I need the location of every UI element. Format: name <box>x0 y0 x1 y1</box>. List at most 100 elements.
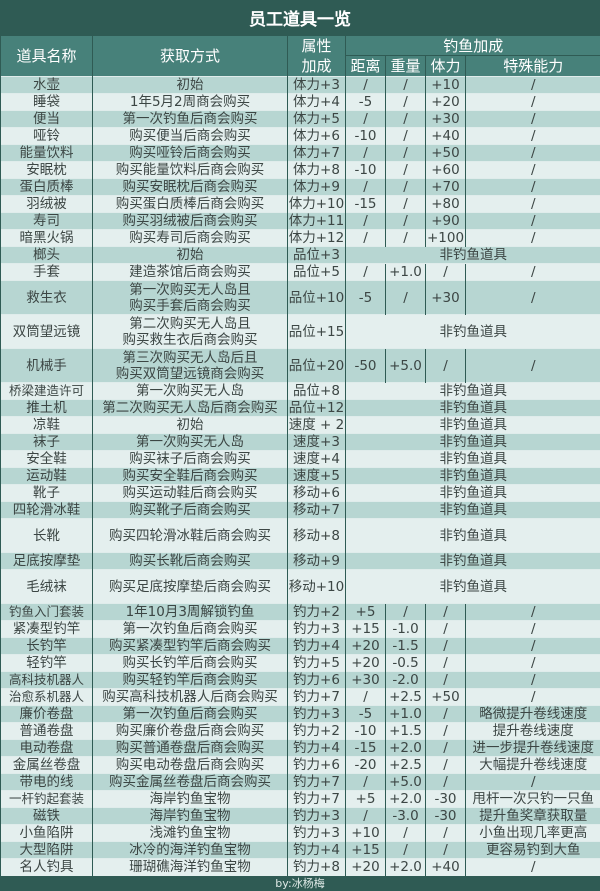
acquire-method: 第一次购买无人岛 <box>93 383 288 400</box>
acquire-method: 购买高科技机器人后商会购买 <box>93 689 288 706</box>
distance-value: / <box>346 213 386 230</box>
weight-value: +2.0 <box>386 859 426 876</box>
stamina-value: +50 <box>426 145 466 162</box>
stamina-value: / <box>426 672 466 689</box>
table-row: 安眠枕购买能量饮料后商会购买体力+8-10/+60/ <box>1 162 600 179</box>
acquire-method: 第一次钓鱼后商会购买 <box>93 621 288 638</box>
item-name: 桥梁建造许可 <box>1 383 93 400</box>
special-ability: / <box>466 77 600 94</box>
special-ability: / <box>466 672 600 689</box>
acquire-method: 购买长钓竿后商会购买 <box>93 655 288 672</box>
attribute-bonus: 体力+6 <box>288 128 346 145</box>
attribute-bonus: 体力+8 <box>288 162 346 179</box>
acquire-method-line: 购买四轮滑冰鞋后商会购买 <box>93 528 287 544</box>
non-fishing-label: 非钓鱼道具 <box>346 315 600 349</box>
distance-value: +15 <box>346 621 386 638</box>
stamina-value: / <box>426 757 466 774</box>
acquire-method-line: 冰冷的海洋钓鱼宝物 <box>93 842 287 858</box>
acquire-method-line: 第三次购买无人岛后且 <box>93 350 287 366</box>
distance-value: +15 <box>346 842 386 859</box>
weight-value: -1.5 <box>386 638 426 655</box>
acquire-method-line: 第一次购买无人岛 <box>93 434 287 450</box>
attribute-bonus: 钓力+3 <box>288 808 346 825</box>
attribute-bonus: 品位+12 <box>288 400 346 417</box>
attribute-bonus: 体力+9 <box>288 179 346 196</box>
acquire-method: 购买紧凑型钓竿后商会购买 <box>93 638 288 655</box>
item-name: 安眠枕 <box>1 162 93 179</box>
distance-value: / <box>346 145 386 162</box>
acquire-method: 第二次购买无人岛后商会购买 <box>93 400 288 417</box>
acquire-method-line: 海岸钓鱼宝物 <box>93 791 287 807</box>
acquire-method: 购买靴子后商会购买 <box>93 502 288 519</box>
weight-value: / <box>386 230 426 247</box>
items-table: 道具名称 获取方式 属性加成 钓鱼加成 距离 重量 体力 特殊能力 水壶初始体力… <box>0 35 600 876</box>
item-name: 双筒望远镜 <box>1 315 93 349</box>
table-row: 普通卷盘购买廉价卷盘后商会购买钓力+2-10+1.5/提升卷线速度 <box>1 723 600 740</box>
weight-value: +2.5 <box>386 689 426 706</box>
attribute-bonus: 品位+5 <box>288 264 346 281</box>
header-method: 获取方式 <box>93 36 288 77</box>
attribute-bonus: 速度+4 <box>288 451 346 468</box>
table-row: 手套建造茶馆后商会购买品位+5/+1.0// <box>1 264 600 281</box>
acquire-method: 建造茶馆后商会购买 <box>93 264 288 281</box>
item-name: 榔头 <box>1 247 93 264</box>
footer-credit: by:冰杨梅 <box>0 876 600 890</box>
distance-value: / <box>346 264 386 281</box>
table-row: 暗黑火锅购买寿司后商会购买体力+12//+100/ <box>1 230 600 247</box>
special-ability: / <box>466 621 600 638</box>
attribute-bonus: 钓力+7 <box>288 689 346 706</box>
acquire-method-line: 初始 <box>93 77 287 93</box>
weight-value: / <box>386 145 426 162</box>
acquire-method: 购买能量饮料后商会购买 <box>93 162 288 179</box>
table-row: 能量饮料购买哑铃后商会购买体力+7//+50/ <box>1 145 600 162</box>
table-row: 长钓竿购买紧凑型钓竿后商会购买钓力+4+20-1.5// <box>1 638 600 655</box>
weight-value: / <box>386 128 426 145</box>
attribute-bonus: 体力+7 <box>288 145 346 162</box>
item-name: 廉价卷盘 <box>1 706 93 723</box>
acquire-method-line: 购买安全鞋后商会购买 <box>93 468 287 484</box>
item-name: 凉鞋 <box>1 417 93 434</box>
weight-value: -1.0 <box>386 621 426 638</box>
distance-value: / <box>346 111 386 128</box>
table-row: 哑铃购买便当后商会购买体力+6-10/+40/ <box>1 128 600 145</box>
stamina-value: +30 <box>426 281 466 315</box>
attribute-bonus: 钓力+3 <box>288 621 346 638</box>
table-row: 治愈系机器人购买高科技机器人后商会购买钓力+7/+2.5+50/ <box>1 689 600 706</box>
acquire-method-line: 购买救生衣后商会购买 <box>93 332 287 348</box>
attribute-bonus: 速度+3 <box>288 434 346 451</box>
attribute-bonus: 钓力+2 <box>288 723 346 740</box>
item-name: 磁铁 <box>1 808 93 825</box>
attribute-bonus: 钓力+4 <box>288 842 346 859</box>
acquire-method-line: 购买长靴后商会购买 <box>93 553 287 569</box>
distance-value: -5 <box>346 94 386 111</box>
attribute-bonus: 体力+11 <box>288 213 346 230</box>
acquire-method-line: 购买蛋白质棒后商会购买 <box>93 196 287 212</box>
distance-value: -15 <box>346 740 386 757</box>
item-name: 运动鞋 <box>1 468 93 485</box>
attribute-bonus: 移动+8 <box>288 519 346 553</box>
stamina-value: / <box>426 621 466 638</box>
acquire-method: 浅滩钓鱼宝物 <box>93 825 288 842</box>
acquire-method: 初始 <box>93 77 288 94</box>
table-title: 员工道具一览 <box>0 0 600 35</box>
item-name: 四轮滑冰鞋 <box>1 502 93 519</box>
special-ability: / <box>466 230 600 247</box>
acquire-method-line: 购买电动卷盘后商会购买 <box>93 757 287 773</box>
attribute-bonus: 钓力+6 <box>288 672 346 689</box>
item-name: 靴子 <box>1 485 93 502</box>
distance-value: +5 <box>346 791 386 808</box>
attribute-bonus: 钓力+3 <box>288 825 346 842</box>
distance-value: -50 <box>346 349 386 383</box>
acquire-method: 第一次钓鱼后商会购买 <box>93 111 288 128</box>
special-ability: 略微提升卷线速度 <box>466 706 600 723</box>
attribute-bonus: 钓力+4 <box>288 740 346 757</box>
stamina-value: +10 <box>426 77 466 94</box>
acquire-method-line: 初始 <box>93 417 287 433</box>
stamina-value: / <box>426 774 466 791</box>
item-name: 金属丝卷盘 <box>1 757 93 774</box>
acquire-method: 珊瑚礁海洋钓鱼宝物 <box>93 859 288 876</box>
